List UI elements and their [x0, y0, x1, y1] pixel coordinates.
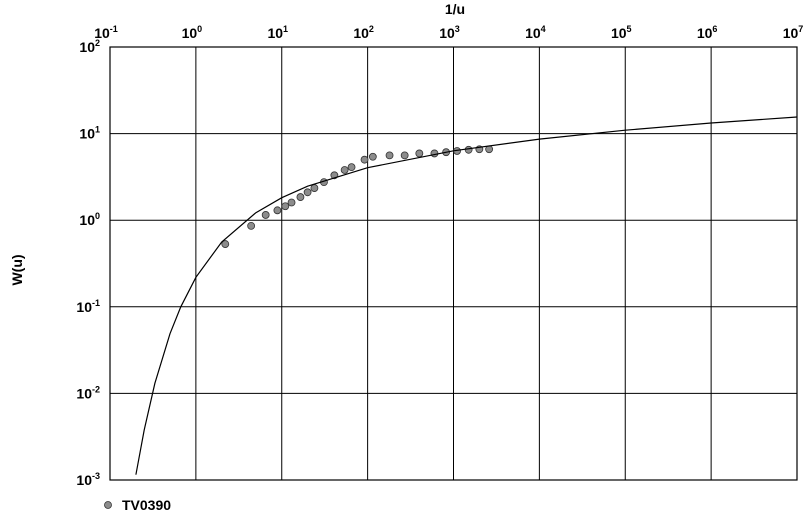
tick-label-exponent: 5 [627, 24, 632, 34]
tick-label: 100 [79, 211, 100, 228]
tick-label: 10-1 [94, 24, 118, 41]
tick-label-base: 10 [94, 25, 110, 41]
tick-label-exponent: 7 [798, 24, 803, 34]
tick-label-base: 10 [267, 25, 283, 41]
tick-label-exponent: 2 [369, 24, 374, 34]
tick-label-exponent: 2 [95, 38, 100, 48]
tick-label: 101 [79, 125, 100, 142]
tick-label-exponent: 3 [455, 24, 460, 34]
data-point [247, 221, 256, 230]
tick-label-exponent: -3 [92, 471, 100, 481]
tick-label: 101 [267, 24, 288, 41]
tick-label-base: 10 [525, 25, 541, 41]
tick-label-base: 10 [79, 39, 95, 55]
legend-marker [104, 501, 112, 509]
tick-label-base: 10 [79, 212, 95, 228]
tick-label: 102 [353, 24, 374, 41]
tick-label: 103 [439, 24, 460, 41]
data-point [464, 145, 473, 154]
data-point [347, 163, 356, 172]
tick-label-exponent: 6 [712, 24, 717, 34]
data-point [296, 193, 305, 201]
tick-label-exponent: -1 [92, 298, 100, 308]
tick-label-base: 10 [79, 126, 95, 142]
data-point [400, 151, 409, 160]
tick-label: 104 [525, 24, 546, 41]
data-point [261, 211, 270, 219]
data-point [310, 184, 319, 192]
data-point [385, 151, 394, 160]
tick-label-base: 10 [611, 25, 627, 41]
data-point [340, 166, 349, 174]
data-point [287, 198, 296, 207]
tick-label-base: 10 [76, 472, 92, 488]
tick-label: 102 [79, 38, 100, 55]
tick-label: 10-1 [76, 298, 100, 315]
tick-label: 106 [697, 24, 718, 41]
tick-label-base: 10 [697, 25, 713, 41]
tick-label: 10-2 [76, 384, 100, 401]
tick-label-base: 10 [353, 25, 369, 41]
tick-label-base: 10 [182, 25, 198, 41]
tick-label-exponent: 1 [95, 125, 100, 135]
tick-label-exponent: 4 [541, 24, 546, 34]
tick-label-base: 10 [783, 25, 799, 41]
data-point [221, 240, 230, 248]
data-point [415, 149, 424, 158]
y-axis-label: W(u) [9, 254, 25, 285]
tick-label-exponent: -1 [110, 24, 118, 34]
tick-label-base: 10 [76, 385, 92, 401]
tick-label-exponent: 0 [95, 211, 100, 221]
data-point [281, 202, 290, 211]
x-axis-label: 1/u [445, 1, 465, 17]
data-point [368, 152, 377, 161]
tick-label-base: 10 [76, 299, 92, 315]
data-point [360, 155, 369, 164]
tick-label-exponent: 0 [197, 24, 202, 34]
data-point [273, 206, 282, 215]
curve [135, 116, 798, 475]
tick-label-exponent: -2 [92, 384, 100, 394]
tick-label-base: 10 [439, 25, 455, 41]
data-point [303, 188, 312, 197]
data-point [430, 149, 439, 158]
tick-label: 100 [182, 24, 203, 41]
legend-label: TV0390 [122, 497, 171, 513]
plot-border [109, 46, 798, 481]
tick-label: 105 [611, 24, 632, 41]
tick-label: 107 [783, 24, 804, 41]
tick-label: 10-3 [76, 471, 100, 488]
tick-label-exponent: 1 [283, 24, 288, 34]
